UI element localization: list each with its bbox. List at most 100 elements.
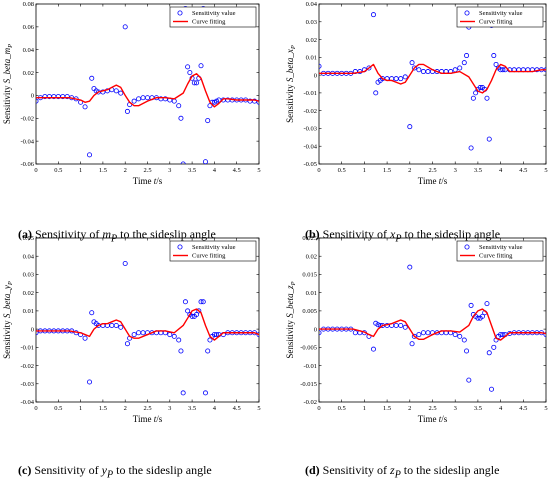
data-point xyxy=(475,315,481,321)
x-tick-label: 1.5 xyxy=(383,167,391,174)
y-tick-label: 0.08 xyxy=(23,1,34,8)
data-point xyxy=(124,108,130,114)
y-axis-label: Sensitivity S_beta_zP xyxy=(285,281,297,358)
y-tick-label: 0.04 xyxy=(306,1,318,8)
data-point xyxy=(122,261,128,267)
x-tick-label: 4.5 xyxy=(519,405,527,412)
legend-marker-icon xyxy=(464,10,470,16)
x-tick-label: 4.5 xyxy=(233,167,241,174)
data-point xyxy=(176,337,182,343)
y-tick-label: -0.04 xyxy=(303,143,317,150)
data-point xyxy=(461,60,467,66)
caption-b-symbol: x xyxy=(390,227,396,241)
legend-label-sensitivity-value: Sensitivity value xyxy=(192,244,236,251)
legend-box xyxy=(456,240,544,262)
data-point xyxy=(473,90,479,96)
y-tick-label: 0.025 xyxy=(302,235,317,242)
data-point xyxy=(82,335,88,341)
data-point xyxy=(185,308,191,314)
caption-a-tag: (a) xyxy=(18,227,32,241)
data-point xyxy=(122,24,128,30)
caption-b-tag: (b) xyxy=(305,227,320,241)
data-point xyxy=(402,74,408,80)
data-point xyxy=(416,67,422,73)
data-point xyxy=(191,80,197,86)
x-tick-label: 1 xyxy=(79,405,82,412)
data-point xyxy=(461,337,467,343)
data-point xyxy=(452,332,458,338)
x-tick-label: 0.5 xyxy=(338,167,346,174)
data-point xyxy=(466,377,472,383)
data-point xyxy=(162,96,168,102)
legend-label-sensitivity-value: Sensitivity value xyxy=(479,244,523,251)
caption-b: (b) Sensitivity of xP to the sideslip an… xyxy=(305,227,500,244)
y-tick-label: 0.01 xyxy=(306,55,317,62)
y-tick-label: 0 xyxy=(314,326,317,333)
caption-a: (a) Sensitivity of mP to the sideslip an… xyxy=(18,227,216,244)
y-tick-label: -0.02 xyxy=(20,115,34,122)
y-axis-label: Sensitivity S_beta_mP xyxy=(2,44,14,124)
caption-d-text: Sensitivity of xyxy=(319,463,391,477)
x-tick-label: 1 xyxy=(363,405,366,412)
x-tick-label: 2 xyxy=(124,405,127,412)
data-point xyxy=(464,348,470,354)
data-point xyxy=(118,90,124,96)
data-point xyxy=(194,312,200,318)
data-point xyxy=(484,95,490,101)
x-tick-label: 4 xyxy=(499,405,503,412)
legend-marker-icon xyxy=(177,10,183,16)
data-point xyxy=(370,346,376,352)
data-point xyxy=(398,76,404,82)
data-point xyxy=(470,95,476,101)
plot-marks-b xyxy=(319,12,546,151)
caption-b-subscript: P xyxy=(395,233,402,245)
legend-label-curve-fitting: Curve fitting xyxy=(192,19,226,26)
x-axis-label: Time t/s xyxy=(418,414,448,424)
series-line-curve-fitting xyxy=(36,308,259,341)
legend-box xyxy=(169,240,257,262)
data-point xyxy=(205,118,211,124)
y-tick-label: 0.03 xyxy=(306,19,317,26)
x-tick-label: 3.5 xyxy=(188,167,196,174)
x-tick-label: 2 xyxy=(408,405,411,412)
data-point xyxy=(194,80,200,86)
panel-b: 0 0.5 1 1.5 2 2.5 3 3.5 4 4.5 5 -0.05 -0.04 -0.03 -0.0… xyxy=(285,1,548,186)
x-tick-label: 3.5 xyxy=(188,405,196,412)
data-point xyxy=(196,308,202,314)
y-tick-label: -0.04 xyxy=(20,399,34,406)
legend-label-sensitivity-value: Sensitivity value xyxy=(479,10,523,17)
plot-area-c xyxy=(35,237,260,403)
caption-c: (c) Sensitivity of yP to the sideslip an… xyxy=(18,463,212,480)
data-point xyxy=(370,12,376,18)
data-point xyxy=(500,67,506,73)
plot-area-d xyxy=(318,237,547,403)
data-point xyxy=(131,98,137,104)
data-point xyxy=(89,310,95,316)
data-point xyxy=(486,136,492,142)
y-tick-label: 0.03 xyxy=(23,272,34,279)
data-point xyxy=(124,341,130,347)
data-point xyxy=(82,104,88,110)
y-axis-label: Sensitivity S_beta_xP xyxy=(285,45,297,123)
x-tick-label: 4.5 xyxy=(519,167,527,174)
data-point xyxy=(411,333,417,339)
data-point xyxy=(468,145,474,151)
data-point xyxy=(464,53,470,59)
y-tick-label: -0.02 xyxy=(303,399,317,406)
x-axis-label: Time t/s xyxy=(133,176,163,186)
legend-marker-icon xyxy=(177,244,183,250)
data-point xyxy=(198,63,204,69)
y-tick-label: -0.03 xyxy=(303,126,317,133)
x-tick-label: 1.5 xyxy=(99,405,107,412)
x-tick-label: 0.5 xyxy=(54,167,62,174)
x-tick-label: 4 xyxy=(499,167,503,174)
data-point xyxy=(178,348,184,354)
legend-b: Sensitivity value Curve fitting xyxy=(456,6,544,28)
data-point xyxy=(486,350,492,356)
x-tick-label: 0 xyxy=(317,405,320,412)
y-tick-label: -0.05 xyxy=(303,161,317,168)
data-point xyxy=(479,313,485,319)
y-tick-label: 0 xyxy=(31,93,34,100)
data-point xyxy=(89,75,95,81)
x-tick-label: 2.5 xyxy=(143,167,151,174)
